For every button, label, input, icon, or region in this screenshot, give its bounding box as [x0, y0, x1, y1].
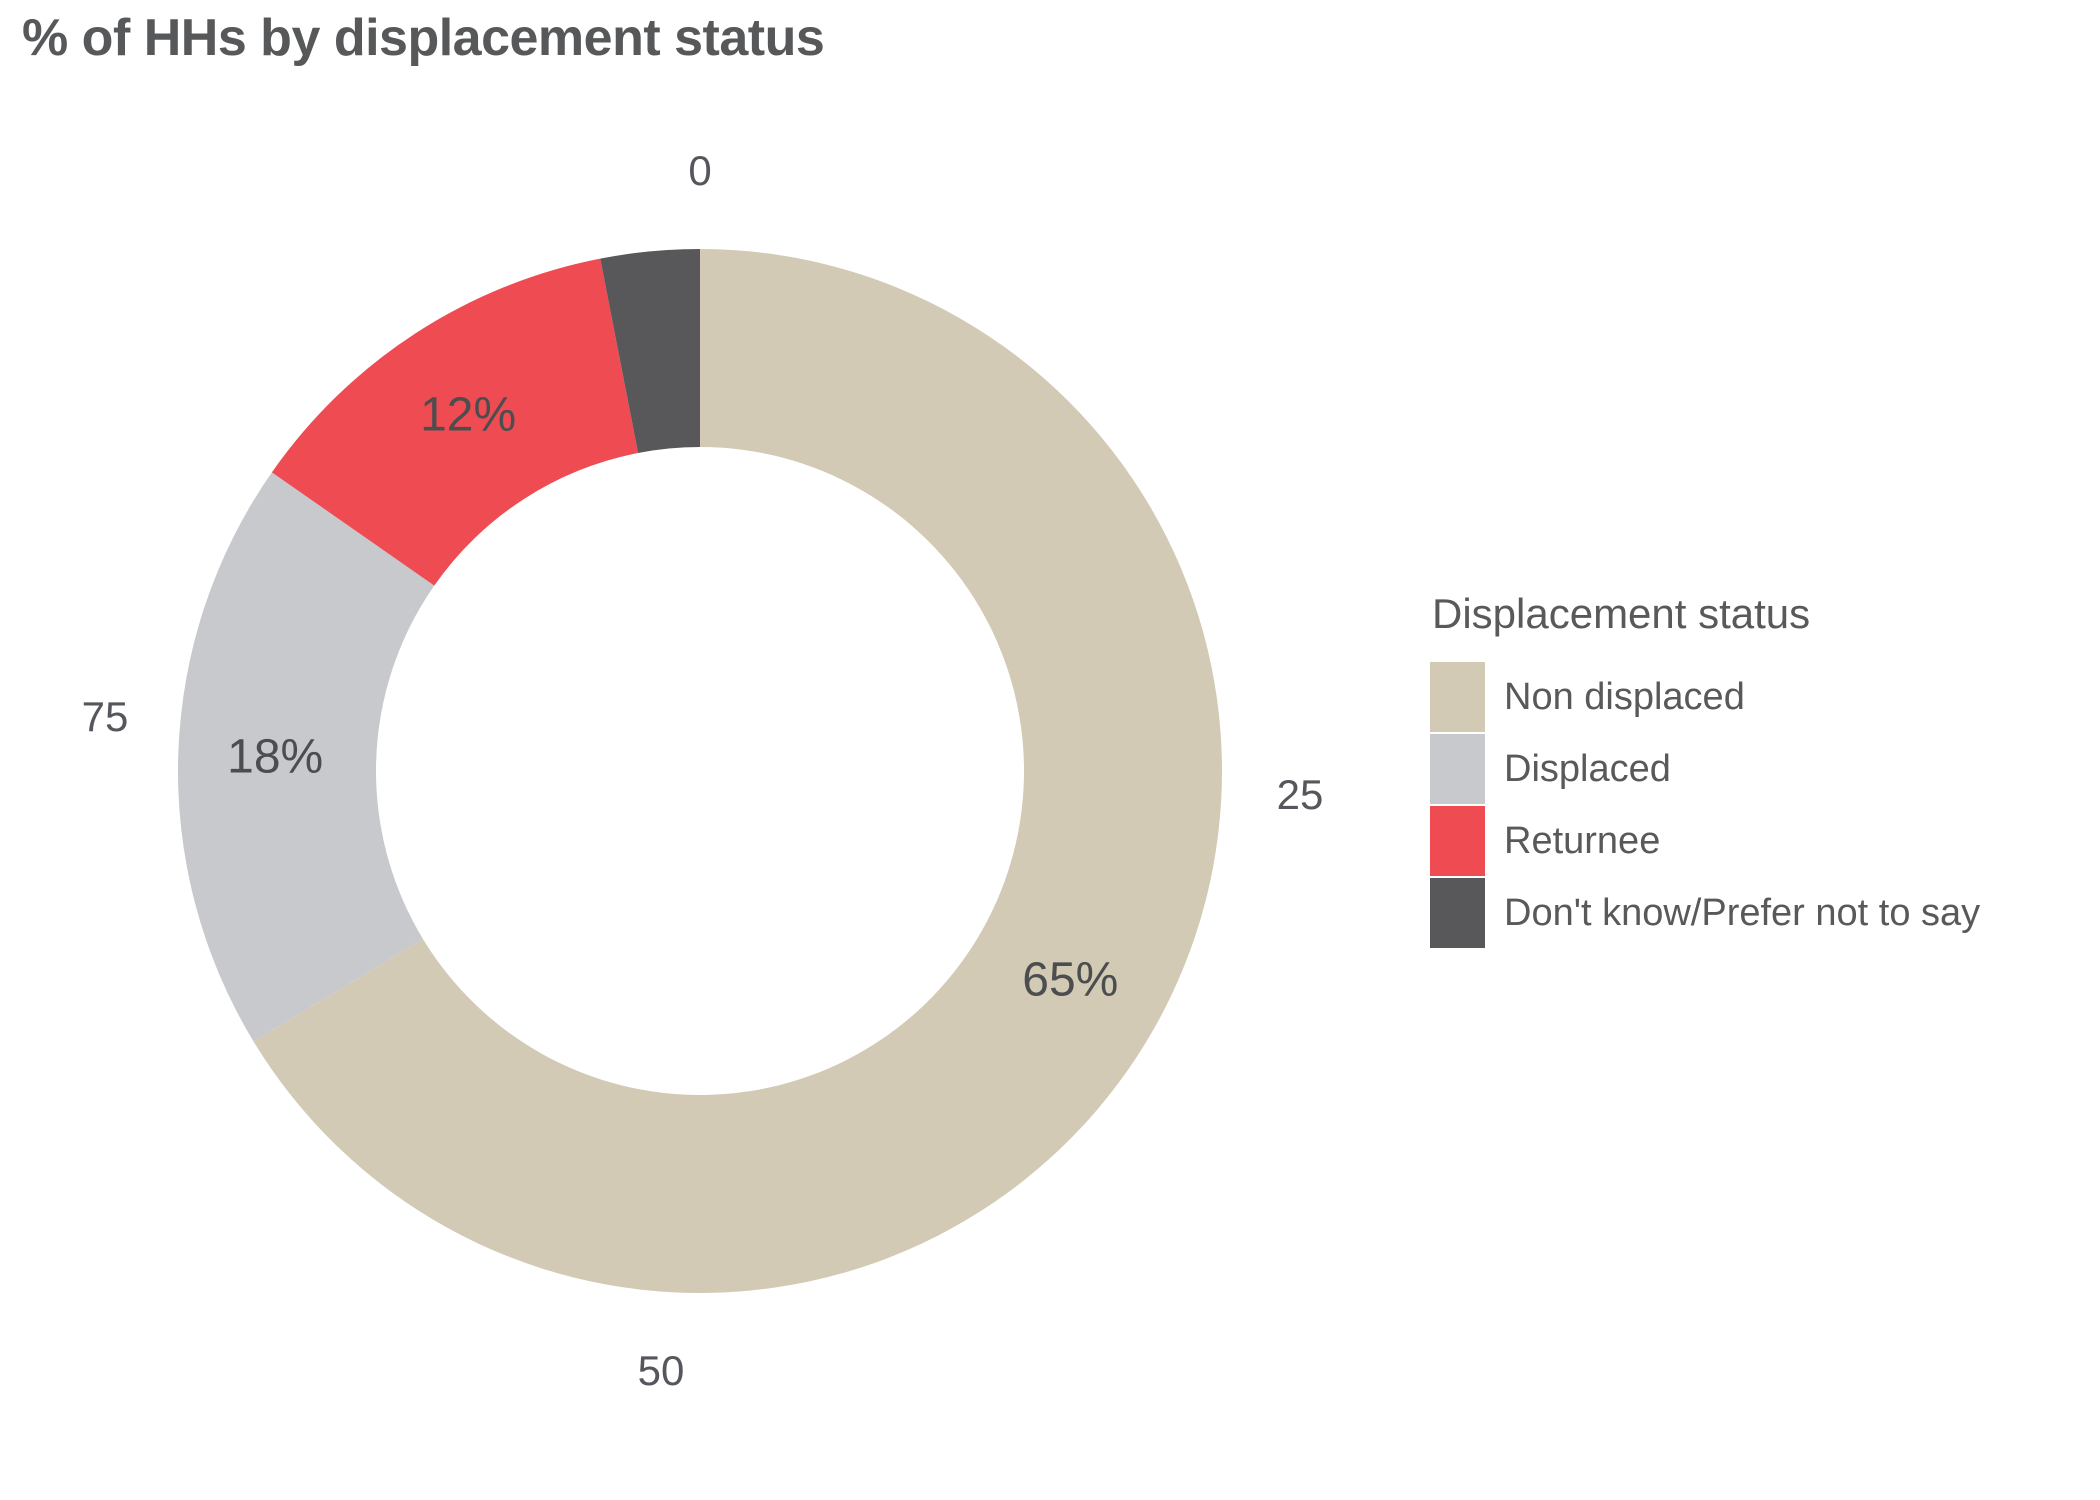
legend-swatch: [1430, 806, 1485, 876]
legend-label: Don't know/Prefer not to say: [1504, 891, 1981, 934]
legend-swatch: [1430, 662, 1485, 732]
data-label-non-displaced: 65%: [1022, 953, 1119, 1007]
legend-label: Returnee: [1504, 819, 1661, 862]
legend: Displacement status Non displaced Displac…: [1430, 590, 1980, 950]
donut-slice-don-t-know-prefer-not-to-say[interactable]: [600, 249, 700, 453]
axis-tick-label-0: 0: [688, 147, 712, 194]
legend-item-displaced[interactable]: Displaced: [1430, 734, 1980, 804]
legend-swatch: [1430, 878, 1485, 948]
legend-label: Displaced: [1504, 747, 1671, 790]
legend-label: Non displaced: [1504, 675, 1745, 718]
legend-items: Non displaced Displaced Returnee Don't know…: [1430, 662, 1980, 948]
donut-slice-non-displaced[interactable]: [253, 249, 1222, 1293]
chart-title: % of HHs by displacement status: [22, 9, 825, 67]
legend-title: Displacement status: [1432, 590, 1811, 637]
axis-tick-label-75: 75: [81, 693, 129, 740]
donut-slice-displaced[interactable]: [177, 472, 435, 1042]
axis-tick-label-50: 50: [637, 1347, 685, 1394]
legend-swatch: [1430, 734, 1485, 804]
donut-slice-returnee[interactable]: [271, 258, 639, 586]
legend-item-returnee[interactable]: Returnee: [1430, 806, 1980, 876]
data-label-displaced: 18%: [227, 730, 324, 784]
axis-tick-label-25: 25: [1276, 771, 1324, 818]
legend-item-non-displaced[interactable]: Non displaced: [1430, 662, 1980, 732]
data-label-returnee: 12%: [420, 388, 517, 442]
legend-item-don-t-know-prefer-not-to-say[interactable]: Don't know/Prefer not to say: [1430, 878, 1980, 948]
